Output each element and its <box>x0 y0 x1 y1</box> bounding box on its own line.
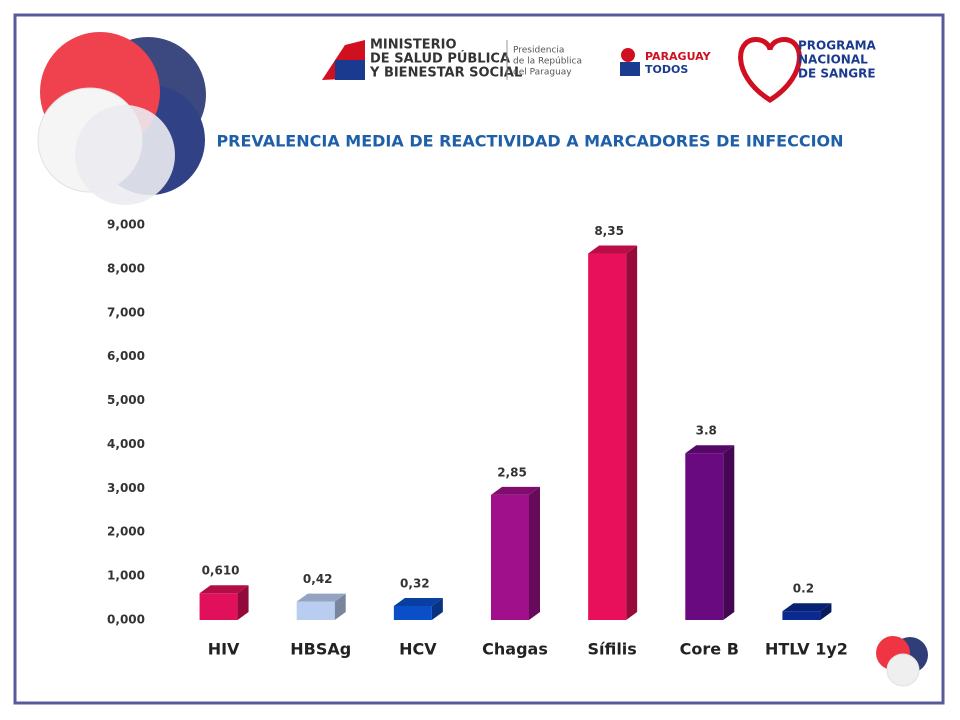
logo-text: NACIONAL <box>798 53 868 67</box>
x-tick-label: HTLV 1y2 <box>765 640 848 659</box>
bar-top <box>393 597 443 606</box>
logo-text: de la República <box>513 57 582 67</box>
bar <box>782 611 821 620</box>
value-label: 0,610 <box>202 564 240 578</box>
bar-top <box>296 593 346 602</box>
bar-side <box>334 593 346 620</box>
bar-side <box>237 585 249 620</box>
logo-text: MINISTERIO <box>370 38 457 53</box>
plot: 0,000 1,000 2,000 3,000 4,000 5,000 6,000 7,000… <box>107 218 848 659</box>
value-label: 3.8 <box>696 424 717 438</box>
logo-text: TODOS <box>645 63 688 76</box>
logo-text: PARAGUAY <box>645 50 712 63</box>
decor-circles-small <box>876 636 928 687</box>
logo-text: DE SANGRE <box>798 67 876 81</box>
x-tick-label: HCV <box>399 640 437 659</box>
bar <box>588 253 627 620</box>
bar-side <box>529 486 540 620</box>
value-label: 8,35 <box>594 224 624 238</box>
logo-text: PROGRAMA <box>798 39 877 53</box>
bar-top <box>491 486 540 495</box>
bar <box>393 605 432 620</box>
value-label: 0,32 <box>400 576 430 590</box>
bar-top <box>588 245 638 254</box>
logo-text: Y BIENESTAR SOCIAL <box>369 66 522 81</box>
y-tick-label: 7,000 <box>107 305 145 319</box>
y-tick-label: 2,000 <box>107 525 145 539</box>
program-logo: PROGRAMA NACIONAL DE SANGRE <box>738 37 877 103</box>
logo-text: Presidencia <box>513 46 564 56</box>
bar <box>199 593 238 620</box>
y-tick-label: 3,000 <box>107 481 145 495</box>
x-tick-label: Chagas <box>482 640 548 659</box>
chart-title: PREVALENCIA MEDIA DE REACTIVIDAD A MARCA… <box>216 132 843 151</box>
y-tick-label: 6,000 <box>107 349 145 363</box>
x-tick-label: HIV <box>208 640 240 659</box>
bar-side <box>626 245 638 620</box>
decor-circles <box>37 32 206 205</box>
bar-top <box>685 445 735 454</box>
y-tick-label: 1,000 <box>107 569 145 583</box>
bar-top <box>782 603 832 612</box>
logo-text: DE SALUD PÚBLICA <box>370 51 510 67</box>
ministry-logo: MINISTERIO DE SALUD PÚBLICA Y BIENESTAR … <box>322 38 582 81</box>
bar-side <box>431 597 443 620</box>
value-label: 2,85 <box>497 465 527 479</box>
y-tick-label: 8,000 <box>107 261 145 275</box>
x-tick-label: Sífilis <box>587 640 636 659</box>
bar-side <box>820 603 832 620</box>
y-tick-label: 5,000 <box>107 393 145 407</box>
value-label: 0.2 <box>793 582 814 596</box>
y-tick-label: 0,000 <box>107 613 145 627</box>
value-label: 0,42 <box>303 572 333 586</box>
bar <box>296 601 335 620</box>
y-tick-label: 9,000 <box>107 218 145 232</box>
bar-side <box>723 445 735 620</box>
x-tick-label: Core B <box>680 640 739 659</box>
bar-top <box>199 585 249 594</box>
y-tick-label: 4,000 <box>107 437 145 451</box>
bar <box>491 494 529 620</box>
x-tick-label: HBSAg <box>290 640 351 659</box>
paraguay-logo: PARAGUAY TODOS <box>620 48 712 76</box>
bar <box>685 453 724 620</box>
logo-text: del Paraguay <box>513 68 572 78</box>
